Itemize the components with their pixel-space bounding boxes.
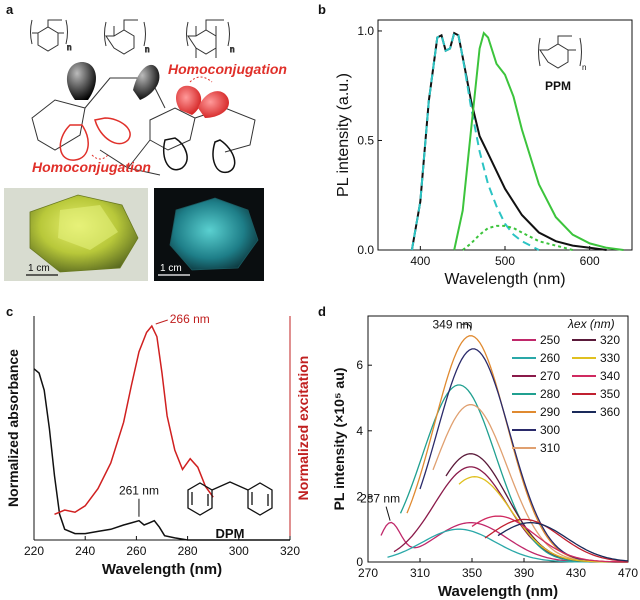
annotation-287nm: 287 nm	[360, 492, 400, 506]
legend-entry: 300	[540, 423, 560, 437]
subscript-n: n	[145, 45, 149, 54]
x-tick-label: 390	[514, 566, 534, 580]
x-tick-label: 310	[410, 566, 430, 580]
series-310	[432, 404, 628, 563]
y-axis-label: PL intensity (a.u.)	[335, 73, 352, 197]
x-tick-label: 260	[126, 544, 146, 558]
y-tick-label: 2	[356, 489, 363, 503]
series-cyan-dashed	[410, 31, 540, 251]
x-tick-label: 320	[280, 544, 300, 558]
legend-entry: 320	[600, 333, 620, 347]
legend-entry: 270	[540, 369, 560, 383]
panel-d: d 270 310 350 390 430 470 0 2 4 6 Wavelength (nm) P…	[318, 304, 638, 600]
crystal-photo-uv: 1 cm	[154, 188, 264, 281]
annotation-349nm: 349 nm	[432, 317, 472, 331]
x-tick-label: 500	[495, 254, 515, 268]
plot-frame	[377, 19, 633, 251]
x-tick-label: 240	[75, 544, 95, 558]
plot-frame	[367, 315, 629, 563]
panel-a: a n n n	[4, 2, 287, 281]
homoconjugation-label-bottom: Homoconjugation	[32, 159, 151, 175]
chart-b: 400 500 600 0.0 0.5 1.0 Wavelength (nm) PL inte…	[335, 19, 633, 288]
y-tick-label: 0	[356, 555, 363, 569]
subscript-n: n	[582, 63, 586, 72]
homoconjugation-schematic: Homoconjugation Homoconjugation	[31, 61, 287, 176]
y-tick-label: 0.5	[357, 133, 374, 147]
y-axis-label-right: Normalized excitation	[295, 356, 311, 501]
x-tick-label: 300	[229, 544, 249, 558]
subscript-n: n	[67, 43, 71, 52]
x-tick-label: 280	[178, 544, 198, 558]
legend-entry: 360	[600, 405, 620, 419]
legend-entry: 340	[600, 369, 620, 383]
y-tick-label: 6	[356, 358, 363, 372]
legend-entry: 260	[540, 351, 560, 365]
panel-b-label: b	[318, 2, 326, 17]
annotation-266nm: 266 nm	[170, 312, 210, 326]
series-350	[484, 518, 629, 562]
chart-d: 270 310 350 390 430 470 0 2 4 6 Wavelength (nm) PL …	[331, 315, 638, 600]
series-green-dotted	[462, 224, 573, 251]
series-340	[471, 515, 628, 563]
legend-entry: 330	[600, 351, 620, 365]
x-tick-label: 270	[358, 566, 378, 580]
crystal-photo-ambient: 1 cm	[4, 188, 148, 281]
legend-entry: 350	[600, 387, 620, 401]
x-axis-label: Wavelength (nm)	[102, 561, 222, 578]
legend-entry: 250	[540, 333, 560, 347]
subscript-n: n	[230, 45, 234, 54]
series-270	[393, 466, 628, 563]
panel-a-label: a	[6, 2, 14, 17]
y-axis-label: PL intensity (×10⁵ au)	[331, 368, 347, 511]
ppm-structure: n	[538, 35, 586, 72]
panel-b: b 400 500 600 0.0 0.5 1.0 Wavelength (nm) PL in…	[318, 2, 633, 288]
annotation-arrow	[461, 323, 472, 331]
x-tick-label: 430	[566, 566, 586, 580]
chart-c: 220 240 260 280 300 320 Wavelength (nm) Normali…	[5, 312, 311, 578]
y-axis-label-left: Normalized absorbance	[5, 349, 21, 507]
series-360	[497, 522, 629, 562]
panel-c: c 220 240 260 280 300 320 Wavelength (nm) Norma…	[5, 304, 311, 578]
panel-d-label: d	[318, 304, 326, 319]
series-absorbance	[33, 368, 290, 541]
dpm-structure	[187, 481, 273, 516]
y-tick-label: 0.0	[357, 243, 374, 257]
polymer-structure-2: n	[104, 19, 150, 55]
legend-entry: 310	[540, 441, 560, 455]
panel-c-label: c	[6, 304, 13, 319]
black-orbital-lobe	[66, 62, 96, 100]
series-excitation	[54, 324, 214, 515]
x-axis-label: Wavelength (nm)	[444, 271, 565, 288]
y-tick-label: 4	[356, 424, 363, 438]
series-320	[445, 453, 628, 563]
y-tick-label: 1.0	[357, 24, 374, 38]
annotation-arrow	[155, 319, 168, 325]
legend-title: λex (nm)	[567, 317, 615, 331]
dpm-label: DPM	[216, 526, 245, 541]
homoconjugation-label-top: Homoconjugation	[168, 61, 287, 77]
ppm-label: PPM	[545, 79, 571, 93]
annotation-261nm: 261 nm	[119, 484, 159, 498]
annotation-arrow	[385, 506, 391, 521]
series-330	[458, 476, 628, 563]
polymer-structure-1: n	[30, 19, 72, 53]
red-orbital-lobe	[198, 91, 229, 118]
polymer-structure-3: n	[186, 19, 235, 58]
scale-bar-left: 1 cm	[28, 263, 50, 274]
black-orbital-lobe	[133, 64, 160, 100]
x-tick-label: 400	[410, 254, 430, 268]
x-tick-label: 350	[462, 566, 482, 580]
x-tick-label: 220	[24, 544, 44, 558]
x-tick-label: 600	[580, 254, 600, 268]
series-green-solid	[453, 31, 624, 251]
series-black-solid	[410, 31, 607, 251]
scale-bar-right: 1 cm	[160, 263, 182, 274]
legend-entry: 280	[540, 387, 560, 401]
x-tick-label: 470	[618, 566, 638, 580]
x-axis-label: Wavelength (nm)	[438, 583, 558, 600]
red-orbital-lobe	[175, 85, 202, 115]
legend-entry: 290	[540, 405, 560, 419]
